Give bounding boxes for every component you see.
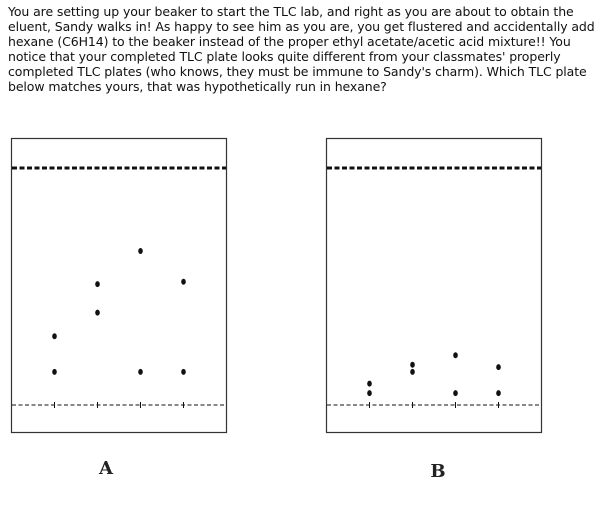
plate-b-lane-4-spot-2 bbox=[496, 364, 501, 371]
plate-a-lane-3-spot-2 bbox=[138, 247, 143, 254]
plate-b-outline bbox=[325, 137, 543, 434]
plate-b-lane-4-spot-1 bbox=[496, 390, 501, 397]
plate-a-lane-3-spot-1 bbox=[138, 368, 143, 375]
plate-a-label: A bbox=[98, 458, 114, 479]
plate-a-spots bbox=[52, 247, 186, 408]
tlc-plate-a bbox=[10, 137, 228, 434]
plate-a-lane-2-spot-1 bbox=[95, 309, 100, 316]
plate-b-lane-1-spot-1 bbox=[367, 390, 372, 397]
plate-a-outline bbox=[10, 137, 228, 434]
plate-a-lane-4-spot-2 bbox=[181, 278, 186, 285]
plate-b-lane-3-spot-2 bbox=[453, 352, 458, 359]
tlc-plate-b bbox=[325, 137, 543, 434]
plate-b-lane-2-spot-2 bbox=[410, 361, 415, 368]
plate-a-lane-2-spot-2 bbox=[95, 281, 100, 288]
question-text: You are setting up your beaker to start … bbox=[8, 4, 595, 94]
plate-a-lane-1-spot-2 bbox=[52, 333, 57, 340]
plate-a-lane-1-spot-1 bbox=[52, 368, 57, 375]
plate-a-lane-4-spot-1 bbox=[181, 368, 186, 375]
plate-b-spots bbox=[367, 352, 501, 408]
plate-b-label: B bbox=[430, 461, 445, 482]
plate-b-lane-2-spot-1 bbox=[410, 368, 415, 375]
plate-b-lane-3-spot-1 bbox=[453, 390, 458, 397]
plate-b-lane-1-spot-2 bbox=[367, 380, 372, 387]
